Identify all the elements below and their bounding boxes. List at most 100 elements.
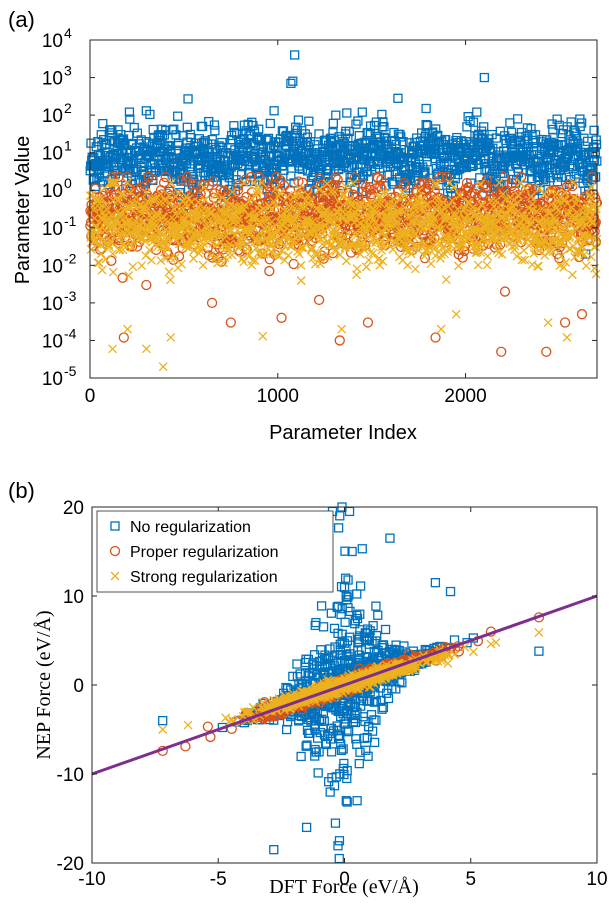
panel-a-ylabel: Parameter Value (12, 136, 34, 285)
point (171, 189, 183, 200)
point (589, 125, 599, 136)
outlier-point (141, 106, 151, 116)
point (286, 171, 296, 181)
point (108, 267, 118, 277)
point (506, 127, 517, 137)
point (395, 129, 405, 140)
point (468, 117, 479, 127)
x-tick-label: 2000 (444, 386, 486, 407)
y-tick-exponent: 1 (64, 138, 72, 154)
point (420, 167, 430, 177)
point (158, 177, 170, 188)
point (239, 257, 249, 267)
point (530, 130, 541, 140)
outlier-point (286, 78, 296, 89)
y-tick-label: 10 (42, 256, 63, 277)
point (479, 159, 490, 169)
outlier-point (499, 286, 511, 297)
point (331, 110, 341, 120)
point (353, 116, 363, 126)
point (212, 176, 222, 186)
point (164, 140, 174, 151)
y-tick-label: 10 (42, 294, 63, 315)
outlier-point (472, 107, 482, 117)
point (187, 187, 198, 199)
point (255, 177, 265, 187)
point (380, 133, 390, 144)
point (479, 122, 489, 132)
point (340, 617, 350, 628)
y-tick-exponent: -5 (64, 363, 77, 379)
point (304, 116, 314, 126)
point (567, 270, 577, 280)
point (107, 125, 117, 135)
y-tick-exponent: 0 (64, 175, 72, 191)
y-tick-exponent: -3 (64, 288, 77, 304)
point (512, 114, 523, 124)
point (128, 262, 138, 272)
point (113, 125, 123, 135)
outlier-point (445, 586, 456, 597)
y-tick-exponent: 4 (64, 25, 72, 41)
point (224, 173, 234, 183)
point (432, 169, 442, 180)
outlier-point (562, 333, 572, 342)
point (426, 259, 436, 269)
point (591, 242, 601, 252)
outlier-point (269, 845, 279, 855)
point (547, 119, 557, 129)
point (494, 147, 504, 157)
point (177, 259, 186, 269)
series-0 (85, 50, 602, 259)
outlier-point (334, 335, 345, 346)
point (182, 122, 192, 132)
y-tick-exponent: -4 (64, 325, 77, 341)
y-tick-label: 10 (42, 106, 63, 127)
point (147, 174, 158, 185)
point (556, 172, 566, 182)
point (183, 94, 193, 104)
point (396, 132, 406, 142)
outlier-point (385, 533, 395, 543)
outlier-point (479, 72, 489, 83)
outlier-point (559, 317, 571, 328)
outlier-point (362, 317, 374, 328)
point (552, 114, 562, 124)
outlier-point (265, 118, 275, 129)
outlier-point (541, 346, 552, 357)
point (97, 140, 107, 151)
point (316, 601, 327, 611)
y-tick-label: 10 (42, 369, 63, 390)
point (355, 747, 365, 757)
point (586, 252, 596, 262)
point (227, 250, 237, 260)
point (288, 258, 299, 270)
outlier-point (357, 107, 367, 117)
point (441, 275, 451, 284)
x-tick-label: 1000 (257, 386, 299, 407)
point (173, 251, 185, 262)
point (209, 120, 220, 130)
point (314, 129, 324, 139)
y-tick-exponent: 2 (64, 100, 72, 116)
point (363, 128, 373, 138)
point (318, 622, 329, 632)
outlier-point (451, 309, 461, 319)
point (334, 853, 344, 864)
point (379, 121, 389, 132)
point (296, 751, 306, 762)
point (217, 137, 227, 148)
point (485, 144, 495, 154)
outlier-point (158, 715, 168, 726)
point (254, 124, 264, 134)
panel-b-label: (b) (8, 478, 35, 503)
outlier-point (225, 317, 236, 328)
point (147, 255, 156, 265)
point (182, 171, 193, 183)
outlier-point (352, 796, 362, 806)
point (512, 251, 522, 261)
point (148, 124, 158, 135)
point (448, 180, 458, 190)
point (351, 119, 361, 129)
